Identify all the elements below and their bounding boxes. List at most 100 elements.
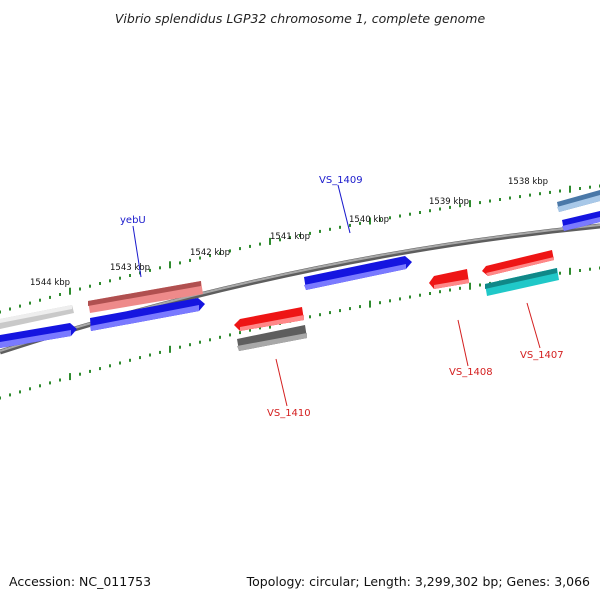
- inner-tick-minor-9: [89, 369, 91, 373]
- gene-darkgray[interactable]: [237, 325, 307, 351]
- outer-tick-minor-2: [19, 304, 21, 308]
- outer-tick-minor-13: [129, 274, 131, 277]
- outer-tick-minor-59: [589, 185, 591, 189]
- inner-tick-minor-26: [259, 326, 261, 330]
- outer-tick-minor-28: [279, 238, 281, 242]
- gene-cyan[interactable]: [485, 268, 559, 296]
- inner-tick-minor-36: [359, 305, 361, 309]
- inner-tick-major-47: [469, 282, 471, 290]
- gene-VS_1409[interactable]: [304, 256, 412, 290]
- inner-tick-minor-11: [109, 364, 111, 368]
- inner-tick-minor-23: [229, 333, 231, 337]
- gene-steel-right[interactable]: [557, 190, 600, 212]
- inner-tick-minor-21: [209, 338, 211, 342]
- inner-tick-minor-41: [409, 295, 411, 299]
- outer-tick-minor-10: [99, 282, 101, 285]
- outer-tick-minor-11: [109, 279, 111, 283]
- outer-tick-major-37: [369, 217, 371, 225]
- inner-tick-minor-31: [309, 315, 311, 319]
- scale-labels: 1544 kbp 1543 kbp 1542 kbp 1541 kbp 1540…: [30, 177, 548, 288]
- gene-blue-left[interactable]: [0, 323, 77, 348]
- inner-tick-minor-38: [379, 301, 381, 305]
- inner-tick-minor-43: [429, 292, 431, 295]
- inner-tick-minor-6: [59, 378, 61, 382]
- outer-tick-minor-16: [159, 266, 161, 270]
- map-title: Vibrio splendidus LGP32 chromosome 1, co…: [115, 11, 486, 26]
- inner-tick-minor-42: [419, 293, 421, 297]
- tick-label-1544: 1544 kbp: [30, 278, 70, 288]
- inner-tick-minor-33: [329, 311, 331, 315]
- inner-tick-minor-46: [459, 286, 461, 290]
- accession: Accession: NC_011753: [9, 574, 151, 589]
- outer-tick-minor-19: [189, 258, 191, 262]
- inner-tick-minor-56: [559, 271, 561, 275]
- leader-VS_1407: [526, 302, 541, 349]
- chromosome-backbone: [0, 223, 600, 355]
- outer-tick-minor-33: [329, 227, 331, 231]
- inner-tick-minor-8: [79, 372, 81, 376]
- gene-label-yebU: yebU: [120, 215, 146, 226]
- inner-tick-minor-39: [389, 299, 391, 303]
- genome-summary: Topology: circular; Length: 3,299,302 bp…: [246, 574, 590, 589]
- outer-tick-minor-1: [9, 307, 11, 311]
- gene-VS_1407[interactable]: [482, 250, 554, 276]
- tick-label-1541: 1541 kbp: [270, 232, 310, 242]
- outer-tick-minor-52: [519, 195, 521, 199]
- inner-tick-minor-16: [159, 350, 161, 354]
- inner-tick-minor-32: [319, 313, 321, 317]
- outer-tick-minor-9: [89, 284, 91, 288]
- outer-tick-minor-8: [79, 287, 81, 291]
- gene-yebU[interactable]: [88, 281, 203, 313]
- inner-tick-minor-40: [399, 297, 401, 301]
- outer-tick-minor-35: [349, 223, 351, 227]
- outer-tick-minor-20: [199, 256, 201, 260]
- outer-tick-minor-43: [429, 209, 431, 213]
- outer-tick-minor-22: [219, 251, 221, 255]
- outer-tick-minor-51: [509, 196, 511, 200]
- outer-tick-minor-30: [299, 234, 301, 237]
- gene-label-VS_1407: VS_1407: [520, 350, 564, 361]
- inner-tick-minor-18: [179, 345, 181, 349]
- inner-tick-minor-0: [0, 396, 1, 400]
- outer-tick-minor-45: [449, 205, 451, 209]
- tick-label-1538: 1538 kbp: [508, 177, 548, 187]
- outer-tick-minor-32: [319, 229, 321, 233]
- outer-tick-minor-55: [549, 190, 551, 194]
- leader-yebU: [132, 225, 142, 278]
- inner-tick-minor-45: [449, 288, 451, 292]
- outer-tick-minor-5: [49, 295, 51, 299]
- inner-tick-major-17: [169, 345, 171, 353]
- outer-tick-minor-29: [289, 236, 291, 240]
- outer-tick-major-27: [269, 237, 271, 245]
- outer-tick-minor-31: [309, 231, 311, 235]
- gene-blue-right[interactable]: [562, 211, 600, 231]
- outer-tick-major-17: [169, 261, 171, 269]
- outer-tick-minor-12: [119, 276, 121, 280]
- inner-tick-minor-3: [29, 387, 31, 391]
- label-leaders: [132, 184, 541, 407]
- outer-tick-major-7: [69, 287, 71, 295]
- outer-tick-minor-46: [459, 204, 461, 208]
- outer-tick-minor-26: [259, 242, 261, 246]
- gene-lightgray-left[interactable]: [0, 305, 74, 329]
- tick-marks-outer: [0, 184, 600, 314]
- gene-label-VS_1410: VS_1410: [267, 408, 311, 419]
- inner-tick-major-7: [69, 373, 71, 381]
- gene-VS_1408[interactable]: [429, 269, 469, 289]
- outer-tick-major-47: [469, 200, 471, 208]
- gene-blue-yebU-strand[interactable]: [90, 298, 205, 331]
- gene-label-VS_1408: VS_1408: [449, 367, 493, 378]
- inner-tick-minor-58: [579, 269, 581, 272]
- gene-red-VS_1410[interactable]: [234, 307, 304, 331]
- outer-tick-minor-6: [59, 293, 61, 296]
- inner-tick-minor-10: [99, 367, 101, 371]
- inner-tick-minor-48: [479, 283, 481, 287]
- inner-tick-major-57: [569, 267, 571, 275]
- outer-tick-minor-58: [579, 187, 581, 190]
- outer-tick-minor-3: [29, 301, 31, 305]
- genes: [0, 190, 600, 351]
- inner-tick-minor-15: [149, 353, 151, 357]
- outer-tick-minor-56: [559, 189, 561, 193]
- outer-tick-minor-15: [149, 268, 151, 272]
